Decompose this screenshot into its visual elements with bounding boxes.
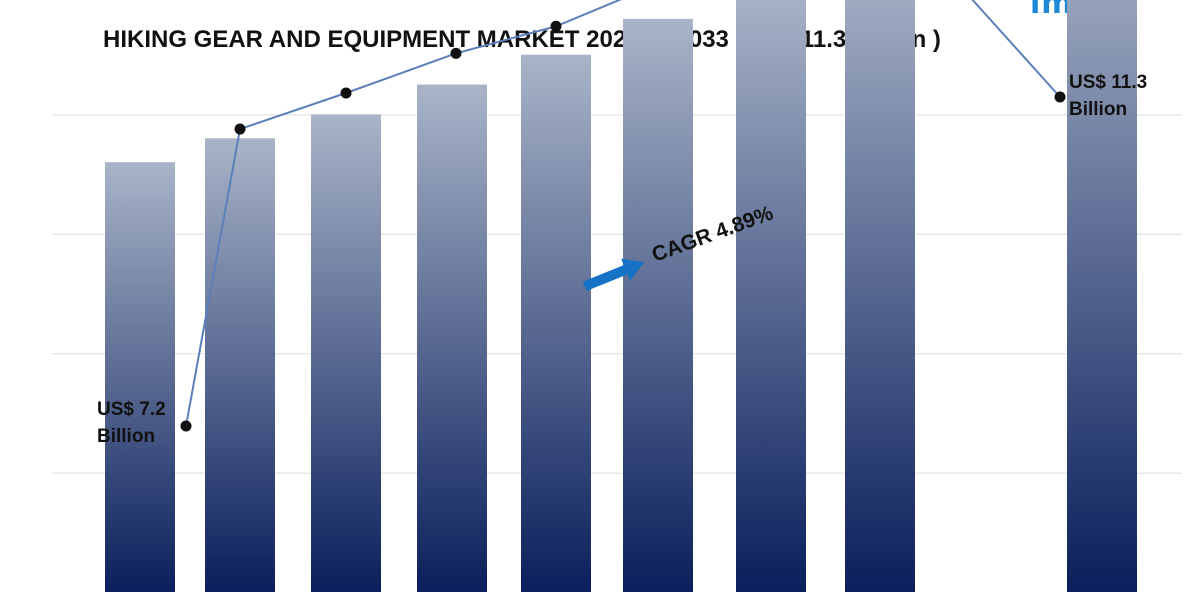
bar-2029 [521,54,591,592]
trend-point-2025 [180,420,192,432]
trend-point-2029 [550,20,562,32]
bar-2026 [205,138,275,592]
bar-2028 [417,84,487,593]
trend-points [180,20,1066,432]
start-value-line1: US$ 7.2 [97,399,166,420]
trend-point-2033 [1054,91,1066,103]
bar-2031 [736,0,806,592]
end-value-line1: US$ 11.3 [1069,72,1147,93]
bar-2030 [623,18,693,592]
bars [105,0,1137,593]
start-value-line2: Billion [97,426,155,447]
cagr-arrow-icon [582,258,645,291]
trend-point-2026 [234,123,246,135]
bar-2033 [1067,0,1137,592]
end-value-line2: Billion [1069,99,1127,120]
end-value-label: US$ 11.3 Billion [1069,72,1147,120]
bar-2027 [311,114,381,593]
trend-point-2028 [450,47,462,59]
start-value-label: US$ 7.2 Billion [97,399,166,447]
trend-point-2027 [340,87,352,99]
bar-2025 [105,162,175,592]
bar-2032 [845,0,915,593]
